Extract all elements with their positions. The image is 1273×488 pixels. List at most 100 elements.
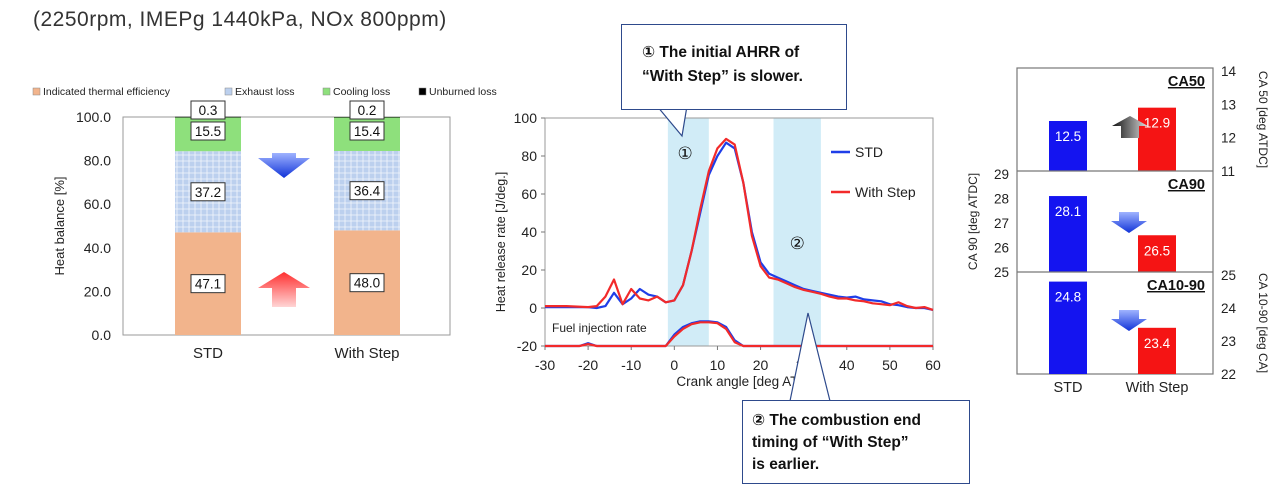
ca-bar	[1138, 235, 1176, 272]
callout2-pointer	[789, 312, 831, 402]
y-tick-label: 100	[514, 110, 538, 126]
y-axis-label: CA 10-90 [deg CA]	[1256, 273, 1270, 373]
y-tick-label: 29	[994, 167, 1009, 182]
y-tick-label: 22	[1221, 367, 1236, 382]
legend-swatch	[224, 87, 233, 96]
x-category-label: With Step	[1126, 380, 1189, 396]
data-label-box	[349, 121, 385, 141]
x-tick-label: -20	[578, 357, 598, 373]
heat-release-chart: -20020406080100-30-20-100102030405060Cra…	[494, 110, 941, 389]
data-label: 15.4	[354, 124, 381, 139]
legend-label: STD	[855, 144, 883, 160]
ca-bar-label: 23.4	[1144, 336, 1171, 351]
data-label: 0.3	[199, 103, 218, 118]
panel-title: CA50	[1168, 74, 1205, 90]
legend-label: Cooling loss	[333, 86, 390, 98]
y-tick-label: 23	[1221, 334, 1236, 349]
y-tick-label: 60.0	[84, 196, 111, 212]
ca-bar	[1049, 121, 1087, 171]
data-label: 47.1	[195, 277, 221, 292]
ca-bar-label: 28.1	[1055, 204, 1081, 219]
y-tick-label: 20.0	[84, 283, 111, 299]
data-label-box	[190, 100, 226, 120]
x-category-label: With Step	[334, 345, 399, 362]
y-tick-label: 80.0	[84, 153, 111, 169]
ca-bar	[1138, 107, 1176, 171]
series-line	[545, 137, 934, 311]
x-axis-label: Crank angle [deg ATDC]	[676, 374, 821, 389]
panel-title: CA90	[1168, 177, 1205, 193]
data-label-box	[349, 181, 385, 201]
ca-bar	[1049, 281, 1087, 374]
legend-label: With Step	[855, 184, 916, 200]
ca1090-down-arrow	[1111, 310, 1147, 331]
ca-bar-label: 12.9	[1144, 116, 1170, 131]
highlight-band	[667, 118, 709, 346]
data-label: 36.4	[354, 184, 381, 199]
data-label: 0.2	[358, 103, 377, 118]
legend-label: Exhaust loss	[235, 86, 295, 98]
legend-label: Indicated thermal efficiency	[43, 86, 171, 98]
y-tick-label: 28	[994, 192, 1009, 207]
y-axis-label: CA 90 [deg ATDC]	[966, 173, 980, 270]
y-axis-label: Heat release rate [J/deg.]	[494, 172, 508, 312]
legend-label: Unburned loss	[429, 86, 497, 98]
heat-balance-chart: Indicated thermal efficiency Exhaust loss…	[32, 86, 497, 362]
ca-bar-label: 24.8	[1055, 290, 1081, 305]
data-label-box	[349, 273, 385, 293]
x-tick-label: -10	[621, 357, 641, 373]
x-category-label: STD	[193, 345, 223, 362]
y-tick-label: 24	[1221, 301, 1237, 316]
y-tick-label: 25	[994, 265, 1009, 280]
y-tick-label: 100.0	[76, 109, 111, 125]
y-tick-label: 60	[521, 186, 537, 202]
callout-initial-ahrr: ① The initial AHRR of “With Step” is slo…	[621, 24, 847, 110]
data-label: 37.2	[195, 185, 221, 200]
data-label-box	[190, 182, 226, 202]
y-tick-label: 0	[529, 300, 537, 316]
ca-bars-chart: CA50 12.5 12.9 11 12 13 14 CA 50 [deg ATDC] CA90…	[966, 64, 1270, 396]
data-label: 48.0	[354, 276, 380, 291]
y-tick-label: 14	[1221, 64, 1237, 79]
x-tick-label: 10	[710, 357, 726, 373]
data-label-box	[349, 100, 385, 120]
x-tick-label: 0	[670, 357, 678, 373]
y-tick-label: 11	[1221, 164, 1235, 179]
x-tick-label: 40	[839, 357, 855, 373]
callout2-line2: timing of “With Step”	[752, 434, 909, 451]
condition-title: (2250rpm, IMEPg 1440kPa, NOx 800ppm)	[33, 8, 447, 31]
data-label: 15.5	[195, 124, 221, 139]
y-tick-label: 80	[521, 148, 537, 164]
data-label-box	[190, 121, 226, 141]
decrease-arrow	[258, 153, 310, 178]
y-tick-label: -20	[517, 338, 537, 354]
x-tick-label: -30	[535, 357, 555, 373]
x-category-label: STD	[1054, 380, 1083, 396]
marker-one: ①	[677, 144, 692, 164]
y-tick-label: 20	[521, 262, 537, 278]
callout1-line2: “With Step” is slower.	[642, 68, 803, 85]
ca50-up-arrow	[1112, 116, 1148, 138]
fuel-injection-annotation: Fuel injection rate	[552, 321, 647, 335]
x-tick-label: 20	[753, 357, 769, 373]
callout1-line1: ① The initial AHRR of	[642, 44, 800, 61]
increase-arrow	[258, 272, 310, 307]
legend-swatch	[418, 87, 427, 96]
callout2-line3: is earlier.	[752, 456, 820, 473]
y-tick-label: 12	[1221, 131, 1236, 146]
y-tick-label: 25	[1221, 268, 1236, 283]
ca-bar	[1049, 196, 1087, 272]
ca-bar	[1138, 327, 1176, 374]
y-axis-label: CA 50 [deg ATDC]	[1256, 71, 1270, 168]
legend-swatch	[322, 87, 331, 96]
y-axis-label: Heat balance [%]	[52, 176, 67, 275]
y-tick-label: 0.0	[92, 327, 112, 343]
legend-swatch	[32, 87, 41, 96]
y-tick-label: 27	[994, 216, 1009, 231]
callout2-line1: ② The combustion end	[752, 412, 921, 429]
y-tick-label: 13	[1221, 97, 1236, 112]
y-tick-label: 40	[521, 224, 537, 240]
series-line	[545, 321, 933, 348]
x-tick-label: 50	[882, 357, 898, 373]
ca-bar-label: 26.5	[1144, 243, 1170, 258]
